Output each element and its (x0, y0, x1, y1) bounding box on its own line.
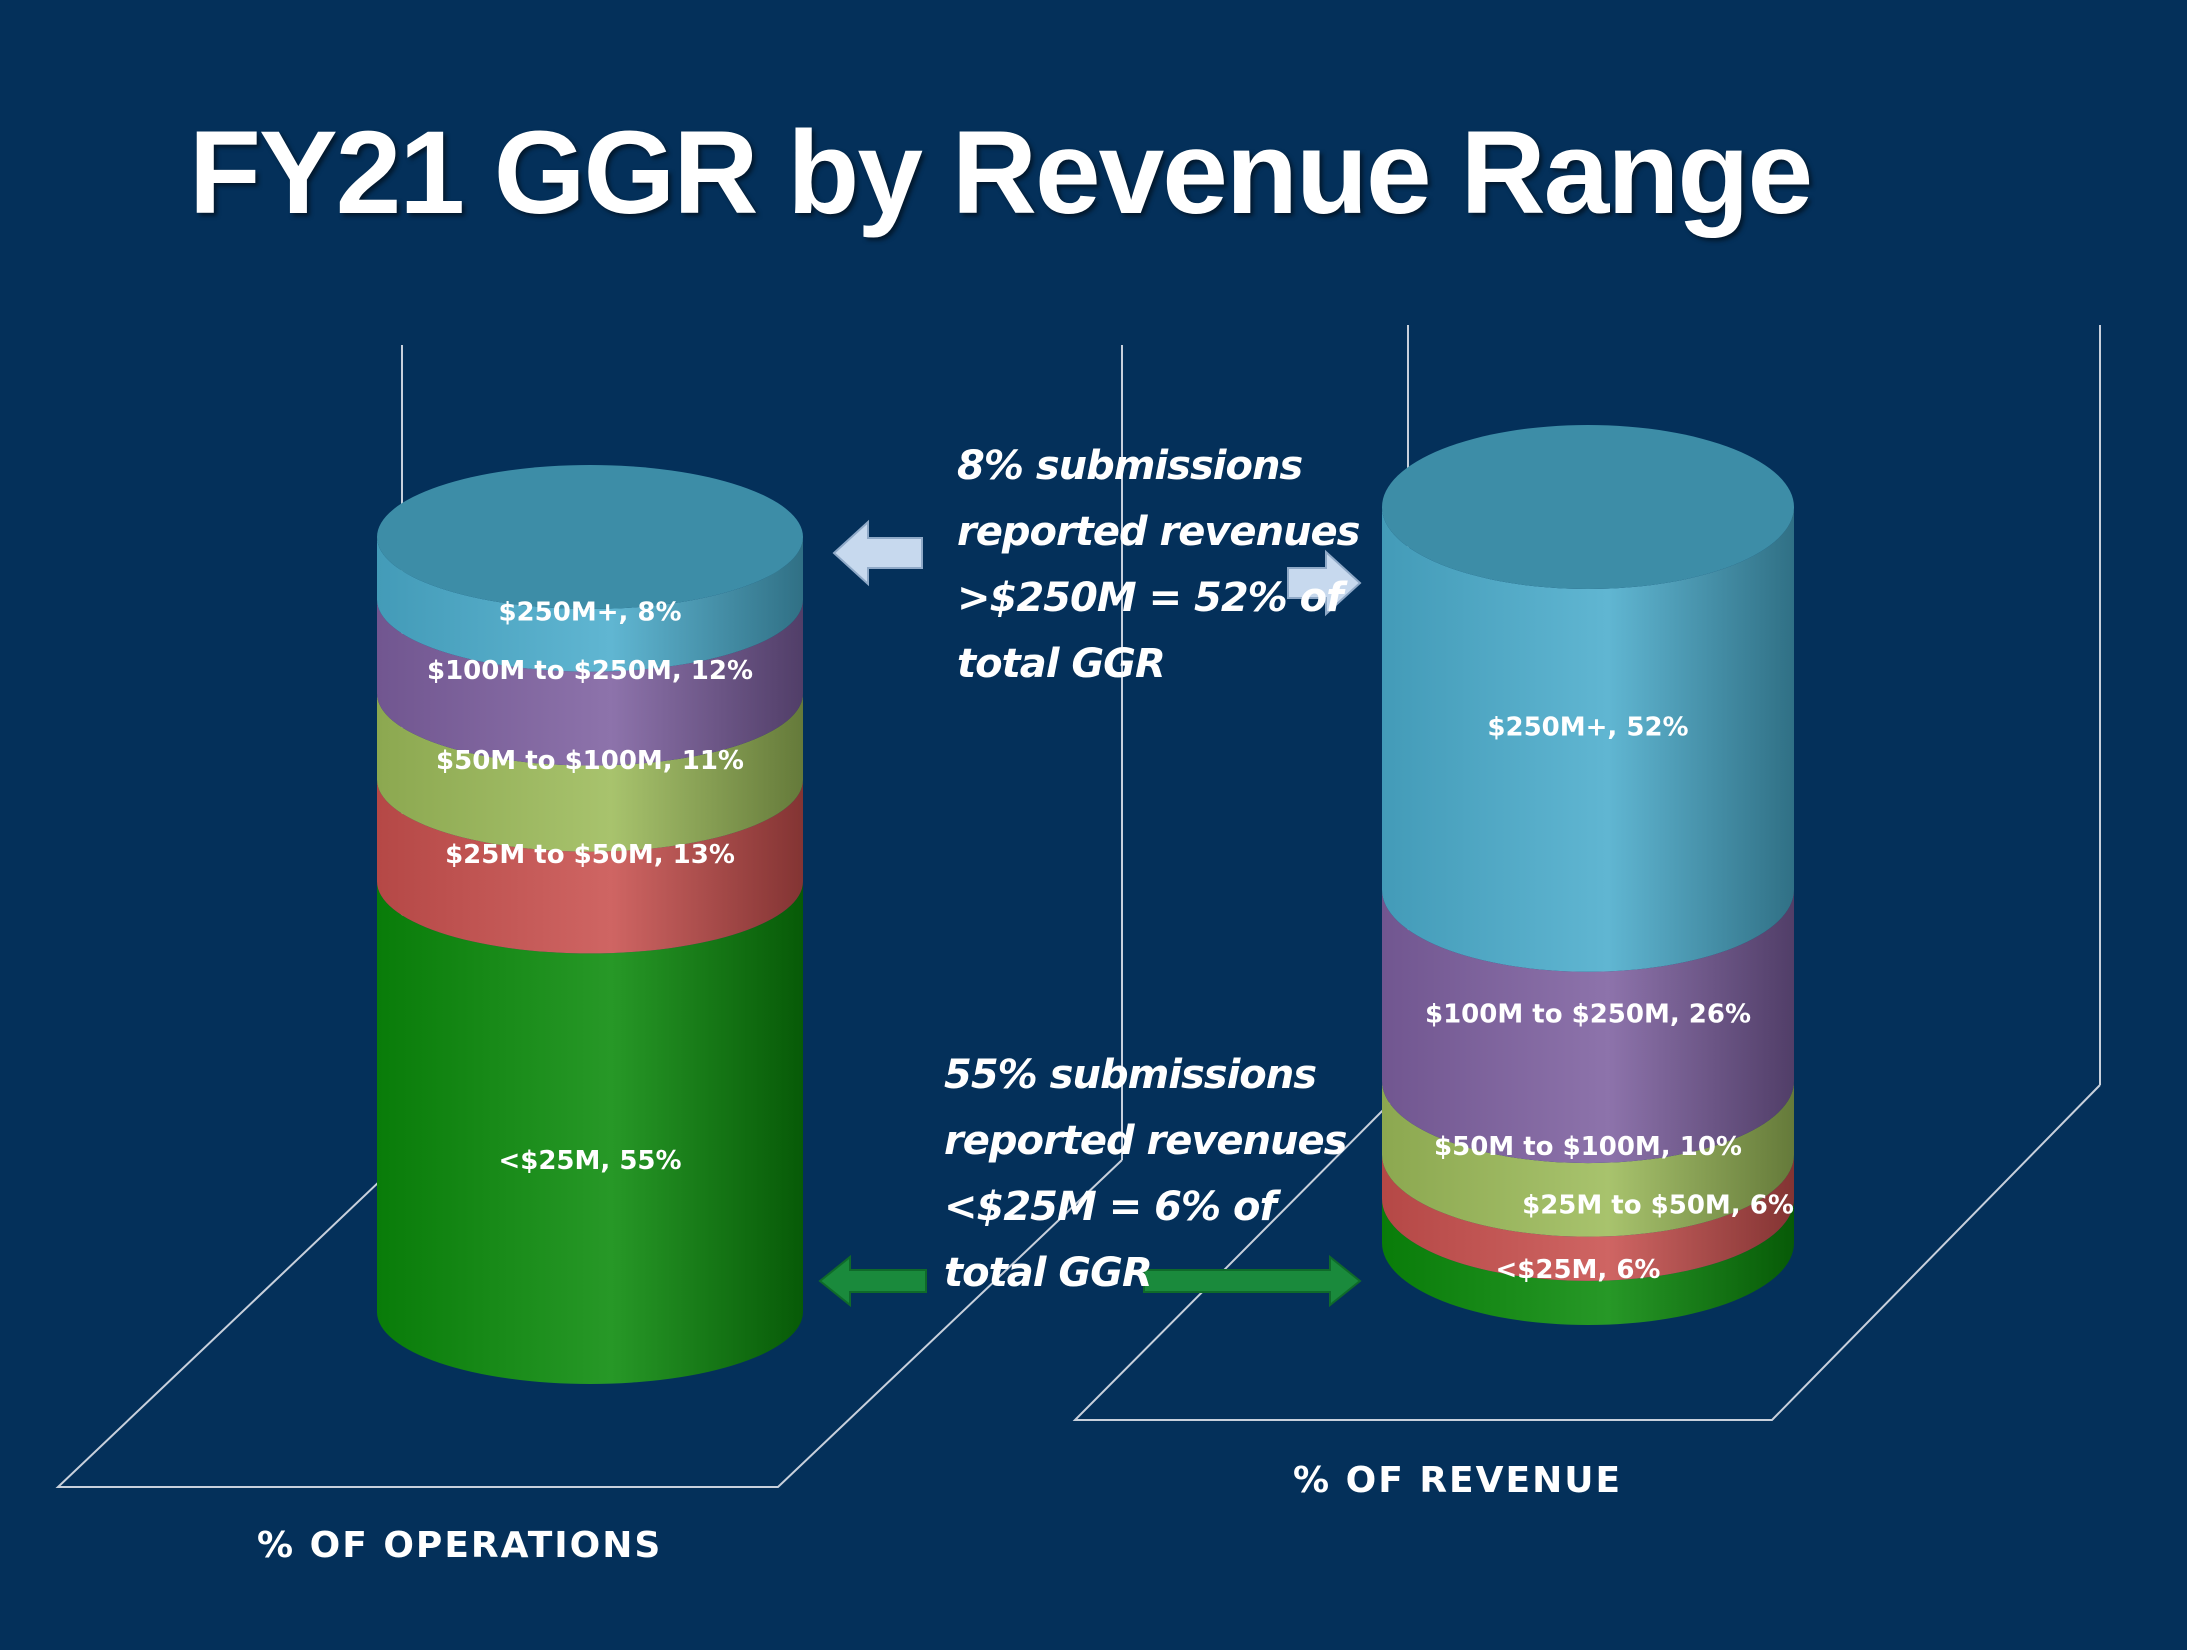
segment-50m-100m-0 (377, 693, 803, 852)
segment-lt25m-0 (377, 881, 803, 1384)
segment-100m-250m-1 (1382, 889, 1794, 1164)
data-label-250m-plus-0: $250M+, 8% (498, 598, 681, 628)
data-label-100m-250m-0: $100M to $250M, 12% (427, 656, 753, 686)
data-label-250m-plus-1: $250M+, 52% (1487, 712, 1688, 742)
data-label-50m-100m-0: $50M to $100M, 11% (436, 746, 744, 776)
x-tick-label-operations: % OF OPERATIONS (257, 1525, 663, 1566)
annotation-bottom-line-4: total GGR (944, 1250, 1153, 1296)
segment-25m-50m-1 (1382, 1154, 1794, 1281)
arrow-right-light (1287, 549, 1362, 617)
annotation-bottom-line-2: reported revenues (944, 1118, 1347, 1164)
annotation-top-line-4: total GGR (957, 641, 1166, 687)
cylinder-revenue: <$25M, 6% $25M to $50M, 6% $50M to $100M, … (1382, 425, 1794, 1325)
arrow-left-green (818, 1254, 927, 1308)
arrow-left-light (832, 519, 923, 587)
segment-lt25m-1 (1382, 1198, 1794, 1325)
data-label-lt25m-0: <$25M, 55% (498, 1146, 681, 1176)
data-label-50m-100m-1: $50M to $100M, 10% (1434, 1132, 1742, 1162)
x-tick-label-revenue: % OF REVENUE (1293, 1460, 1623, 1501)
data-label-25m-50m-1: $25M to $50M, 6% (1522, 1191, 1794, 1221)
data-label-25m-50m-0: $25M to $50M, 13% (445, 840, 735, 870)
arrow-right-green (1143, 1254, 1362, 1308)
annotation-bottom: 55% submissions reported revenues <$25M … (944, 1042, 1347, 1306)
segment-250m-plus-1 (1382, 507, 1794, 972)
segment-50m-100m-1 (1382, 1081, 1794, 1237)
annotation-top-line-3: >$250M = 52% of (957, 575, 1344, 621)
cylinder-top-cap-1 (1382, 425, 1794, 589)
annotation-top-line-2: reported revenues (957, 509, 1360, 555)
annotation-top-line-1: 8% submissions (957, 443, 1303, 489)
segment-25m-50m-0 (377, 779, 803, 954)
annotation-bottom-line-1: 55% submissions (944, 1052, 1317, 1098)
data-label-100m-250m-1: $100M to $250M, 26% (1425, 999, 1751, 1029)
annotation-bottom-line-3: <$25M = 6% of (944, 1184, 1277, 1230)
cylinder-top-cap-0 (377, 465, 803, 609)
chart-title: FY21 GGR by Revenue Range (188, 107, 1813, 239)
segment-250m-plus-0 (377, 537, 803, 672)
annotation-top: 8% submissions reported revenues >$250M … (957, 433, 1360, 697)
segment-100m-250m-0 (377, 599, 803, 766)
cylinder-operations: <$25M, 55% $25M to $50M, 13% $50M to $100M… (377, 465, 803, 1384)
data-label-lt25m-1: <$25M, 6% (1495, 1255, 1660, 1285)
